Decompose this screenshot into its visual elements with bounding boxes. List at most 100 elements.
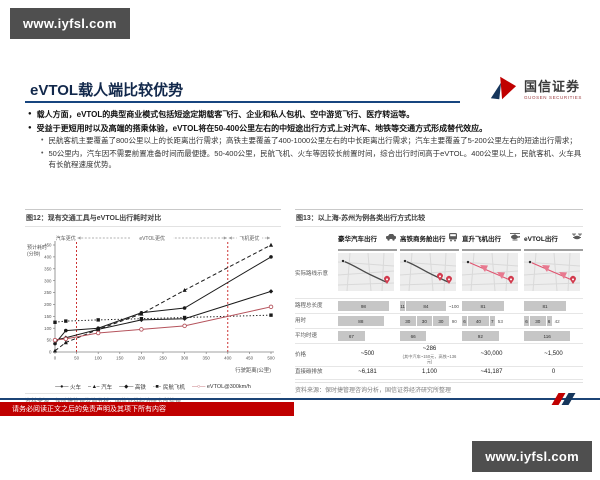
svg-text:飞机更优: 飞机更优 [239,235,259,242]
footer-divider [0,398,600,400]
bullet-text: 受益于更短用时以及高端的搭乘体验，eVTOL将在50-400公里左右的中短途出行… [36,123,488,133]
svg-text:150: 150 [44,314,52,319]
legend-label: 火车 [69,385,81,391]
svg-text:汽车更优: 汽车更优 [56,235,76,242]
svg-text:500: 500 [267,356,275,361]
row-label: 价格(人民币) [295,352,335,359]
table-cell: ~1,500 [544,351,563,358]
bullet-marker-icon: ● [28,124,32,131]
table-cell: ~500 [360,351,375,358]
table-cell: 11 84 ~100 [400,301,459,311]
bullet-item: • 50公里内，汽车因不需要前置准备时间而最便捷。50-400公里，民航飞机、火车… [41,149,584,171]
svg-text:预计耗时: 预计耗时 [27,244,47,251]
value-bar: 81 [524,301,567,311]
svg-text:400: 400 [44,254,52,259]
table-cell: ~41,187 [480,369,503,375]
table-cell: 1,100 [421,369,437,375]
bullet-item: ● 受益于更短用时以及高端的搭乘体验，eVTOL将在50-400公里左右的中短途出… [28,123,584,135]
column-header: eVTOL出行 [524,229,583,251]
table-cell: 30 30 30 90 [400,316,459,326]
column-header-label: 豪华汽车出行 [338,236,377,243]
bullet-list: ● 载人方面，eVTOL的典型商业模式包括短途定期载客飞行、企业和私人包机、空中游… [28,109,584,173]
table-cell: 6 40 7 53 [462,316,521,326]
row-label-text: 价格 [295,351,307,358]
table-cell: ~30,000 [480,351,503,358]
bullet-text: 民航客机主要覆盖了800公里以上的长距离出行需求；高铁主要覆盖了400-1000… [48,136,577,146]
comparison-table: 豪华汽车出行 高铁商务舱出行 直升飞机出行 eVTOL出行实际路线示意路程总长度(千米… [295,227,583,380]
bullet-item: • 民航客机主要覆盖了800公里以上的长距离出行需求；高铁主要覆盖了400-100… [41,136,584,147]
row-label-text: 平均时速 [295,332,318,339]
page-title: eVTOL载人端比较优势 [30,82,184,99]
row-label: 路程总长度(千米) [295,303,335,310]
value-bar: 11 [400,301,406,311]
legend-marker-icon: ··■·· [152,384,162,390]
helicopter-icon [509,229,521,247]
travel-time-chart-svg: 汽车更优 eVTOL更优 飞机更优 0 50 100 150 200 250 300 350 400 4… [27,233,275,374]
table-header-row: 豪华汽车出行 高铁商务舱出行 直升飞机出行 eVTOL出行 [295,227,583,251]
svg-text:0: 0 [49,350,52,355]
legend-marker-icon: —●— [55,384,68,390]
cell-note: (其中汽车~150元，高铁~136元) [402,353,457,364]
row-label-text: 直接碳排放 [295,369,323,376]
table-row: 实际路线示意 [295,251,583,299]
chart-legend: —●— 火车 – ▲– 汽车 —◆— 高铁 ··■·· 民航飞机 —○— eVTOL@300km/… [25,383,281,391]
table-cell: 98 [338,301,397,311]
value-bar: 30 [400,316,416,326]
travel-time-chart: 汽车更优 eVTOL更优 飞机更优 0 50 100 150 200 250 300 350 400 4… [25,227,281,382]
logo-subtitle: GUOSEN SECURITIES [524,95,582,100]
figure12-caption: 图12：现有交通工具与eVTOL出行耗时对比 [25,209,281,227]
legend-item: —○— eVTOL@300km/h [192,383,251,391]
car-icon [385,229,397,247]
value-bar: 92 [462,331,499,341]
value-bar: 7 [489,316,495,326]
map-thumbnail [461,252,521,296]
row-label: 用时(分钟) [295,318,335,325]
svg-text:250: 250 [159,356,167,361]
column-header: 直升飞机出行 [462,229,521,251]
table-cell: 92 [462,331,521,341]
row-label-text: 用时 [295,317,307,324]
legend-item: —◆— 高铁 [119,383,146,391]
svg-text:450: 450 [246,356,254,361]
table-cell: ~286 (其中汽车~150元，高铁~136元) [400,346,459,364]
figure13-source: 资料来源：保时捷管理咨询分析，国信证券经济研究所整理 [295,381,583,394]
legend-label: eVTOL@300km/h [206,384,251,390]
bullet-marker-icon: • [41,150,44,158]
legend-label: 汽车 [101,385,113,391]
bullet-item: ● 载人方面，eVTOL的典型商业模式包括短途定期载客飞行、企业和私人包机、空中游… [28,109,584,121]
guosen-logo: 国信证券 GUOSEN SECURITIES [487,74,582,102]
table-cell: ~6,181 [358,369,377,375]
svg-text:(分钟): (分钟) [27,251,41,258]
figure13-caption: 图13：以上海-苏州为例各类出行方式比较 [295,209,583,227]
map-thumbnail [337,252,397,296]
table-cell: 88 [338,316,397,326]
svg-text:200: 200 [138,356,146,361]
row-label: 平均时速(千米/小时) [295,333,335,340]
svg-text:350: 350 [44,266,52,271]
value-bar: 40 [468,316,489,326]
value-bar: 6 [524,316,529,326]
value-bar: 81 [462,301,505,311]
watermark-bottom: www.iyfsl.com [472,441,592,472]
row-label: 实际路线示意 [295,271,329,278]
figure-row: 图12：现有交通工具与eVTOL出行耗时对比 汽车更优 eVTOL更优 飞机更优 0 5… [25,209,583,405]
table-row: 价格(人民币) ~500 ~286(其中汽车~150元，高铁~136元) ~30,00… [295,344,583,367]
column-header: 豪华汽车出行 [338,229,397,251]
legend-marker-icon: – ▲– [87,384,100,390]
column-header-label: eVTOL出行 [524,236,558,243]
bar-suffix: 42 [554,318,560,324]
bullet-text: 50公里内，汽车因不需要前置准备时间而最便捷。50-400公里，民航飞机、火车等… [48,149,582,169]
disclaimer-bar: 请务必阅读正文之后的免责声明及其项下所有内容 [0,402,294,416]
table-row: 直接碳排放(克/千米) ~6,181 1,100 ~41,187 0 [295,367,583,380]
legend-item: ··■·· 民航飞机 [153,383,185,391]
bullet-text: 载人方面，eVTOL的典型商业模式包括短途定期载客飞行、企业和私人包机、空中游览… [36,110,415,119]
svg-text:350: 350 [203,356,211,361]
legend-marker-icon: —○— [192,384,205,390]
value-bar: 98 [338,301,389,311]
guosen-logo-icon [490,76,517,100]
svg-text:150: 150 [116,356,124,361]
row-label-text: 路程总长度 [295,302,323,309]
row-label: 直接碳排放(克/千米) [295,369,335,376]
svg-text:行驶距离(公里): 行驶距离(公里) [235,366,271,374]
